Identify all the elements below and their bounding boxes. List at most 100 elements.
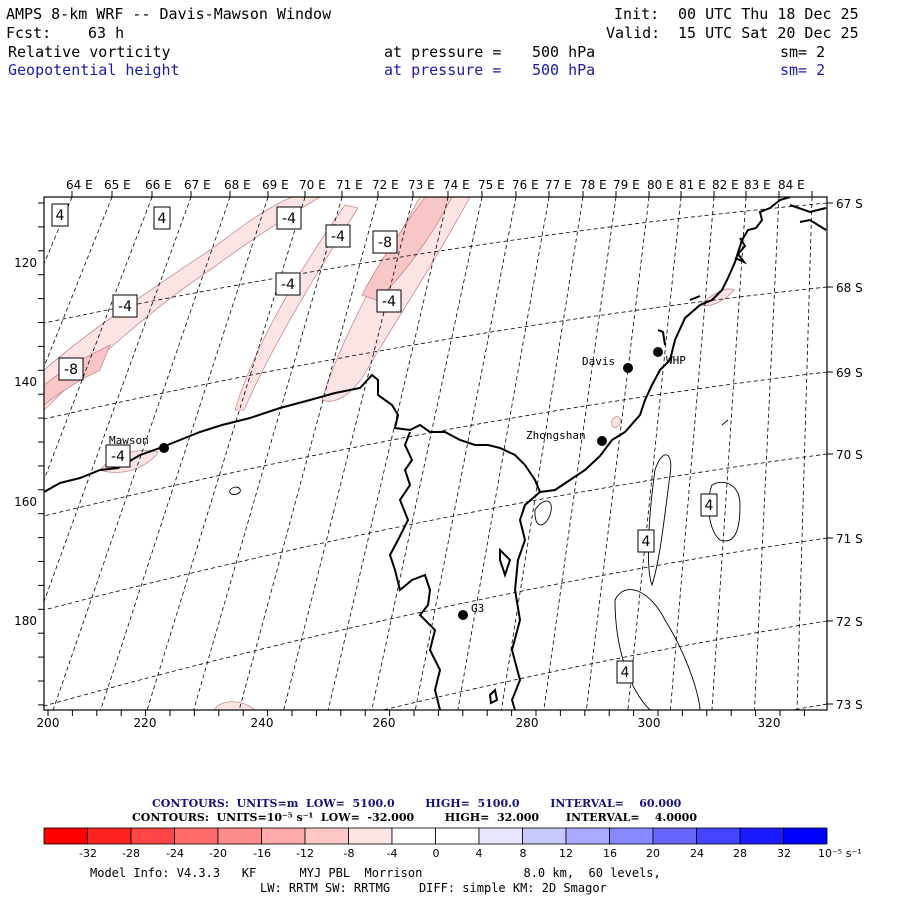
lon-label: 75 E (478, 178, 505, 192)
svg-text:Davis: Davis (582, 355, 615, 368)
lat-label: 68 S (836, 281, 863, 295)
parallel-line (44, 537, 827, 707)
left-axis-labels: 120 140 160 180 (14, 256, 37, 628)
contours-geopotential-info: CONTOURS: UNITS=m LOW= 5100.0 HIGH= 5100… (152, 797, 682, 810)
colorbar-cell (739, 827, 784, 845)
colorbar-cell (174, 827, 219, 845)
field2-smoothing: sm= 2 (780, 61, 826, 79)
station-whp: WHP (653, 347, 686, 367)
colorbar-cell (87, 827, 132, 845)
svg-text:4: 4 (621, 665, 630, 681)
meridian-line (457, 197, 550, 710)
svg-text:4: 4 (642, 534, 651, 550)
grid-y-label: 180 (14, 614, 37, 628)
colorbar-tick: 28 (733, 847, 747, 860)
contour-labels: 4 4 -4 -4 -8 -4 -4 -4 -8 -4 4 4 4 (51, 203, 718, 684)
top-axis-labels: 64 E 65 E 66 E 67 E 68 E 69 E 70 E 71 E … (66, 178, 805, 192)
colorbar-tick: -20 (209, 847, 227, 860)
colorbar-units: 10⁻⁵ s⁻¹ (818, 847, 862, 860)
meridian-line (327, 197, 449, 710)
contour-label-box: -4 (105, 444, 131, 468)
colorbar-cell (696, 827, 741, 845)
meridian-line (371, 197, 483, 710)
lat-label: 71 S (836, 532, 863, 546)
stations: Mawson Davis WHP Zhongshan G3 (109, 347, 686, 620)
lon-label: 68 E (224, 178, 251, 192)
svg-text:Mawson: Mawson (109, 434, 149, 447)
lon-label: 72 E (372, 178, 399, 192)
lat-label: 72 S (836, 615, 863, 629)
model-info-line2: LW: RRTM SW: RRTMG DIFF: simple KM: 2D S… (260, 881, 607, 895)
valid-value: 15 UTC Sat 20 Dec 25 (678, 24, 859, 42)
grid-x-label: 320 (758, 716, 781, 730)
colorbar-cell (391, 827, 436, 845)
field2-level-label: at pressure = (384, 61, 502, 79)
grid-y-label: 120 (14, 256, 37, 270)
colorbar-cell (217, 827, 262, 845)
lon-label: 69 E (262, 178, 289, 192)
grid-x-label: 280 (516, 716, 539, 730)
grid-y-label: 140 (14, 375, 37, 389)
lon-label: 70 E (299, 178, 326, 192)
meridian-line (627, 197, 682, 710)
meridian-line (543, 197, 617, 710)
contour-label-box: 4 (616, 660, 634, 684)
svg-text:-4: -4 (331, 229, 345, 245)
grid-x-label: 260 (373, 716, 396, 730)
meridian-line (670, 197, 715, 710)
colorbar-tick: -16 (253, 847, 271, 860)
lon-label: 67 E (184, 178, 211, 192)
svg-text:-4: -4 (118, 299, 132, 315)
colorbar-cell (609, 827, 654, 845)
lat-label: 73 S (836, 698, 863, 712)
bottom-axis-labels: 200 220 240 260 280 300 320 (37, 716, 781, 730)
svg-text:-4: -4 (111, 449, 125, 465)
meridian-line (146, 197, 306, 710)
parallel-line (44, 453, 827, 611)
valid-label: Valid: (606, 24, 661, 42)
lon-label: 77 E (545, 178, 572, 192)
svg-text:4: 4 (705, 498, 714, 514)
meridian-line (238, 197, 379, 710)
contours-vorticity-info: CONTOURS: UNITS=10⁻⁵ s⁻¹ LOW= -32.000 HI… (132, 811, 697, 824)
parallel-line (44, 202, 827, 324)
lon-label: 64 E (66, 178, 93, 192)
meridian-line (44, 197, 113, 368)
svg-text:-4: -4 (282, 211, 296, 227)
field2-level-value: 500 hPa (532, 61, 596, 79)
contour-label-box: -4 (112, 294, 138, 318)
meridian-line (796, 197, 813, 710)
parallel-line (44, 371, 827, 517)
colorbar-tick: 24 (690, 847, 704, 860)
meridian-line (500, 197, 584, 710)
lon-label: 73 E (408, 178, 435, 192)
colorbar-tick: 12 (559, 847, 573, 860)
colorbar-cell (565, 827, 610, 845)
fcst-label: Fcst: (6, 24, 52, 42)
colorbar-tick: -24 (166, 847, 184, 860)
lat-label: 67 S (836, 197, 863, 211)
lon-label: 80 E (647, 178, 674, 192)
colorbar-tick: 4 (476, 847, 483, 860)
svg-text:-4: -4 (382, 294, 396, 310)
grid-x-label: 240 (251, 716, 274, 730)
station-g3: G3 (458, 602, 484, 620)
contour-label-box: 4 (153, 206, 171, 230)
colorbar-cell (43, 827, 88, 845)
fcst-value: 63 h (88, 24, 125, 42)
lon-label: 81 E (679, 178, 706, 192)
colorbar-tick: -4 (387, 847, 398, 860)
svg-text:4: 4 (158, 211, 167, 227)
grid-x-label: 200 (37, 716, 60, 730)
colorbar-cell (130, 827, 175, 845)
lon-label: 76 E (512, 178, 539, 192)
meridian-line (414, 197, 517, 710)
colorbar-tick: -12 (296, 847, 314, 860)
colorbar-tick-labels: -32 -28 -24 -20 -16 -12 -8 -4 0 4 8 12 1… (79, 847, 862, 860)
svg-text:-8: -8 (64, 362, 78, 378)
lat-label: 69 S (836, 366, 863, 380)
grid-x-label: 220 (134, 716, 157, 730)
init-label: Init: (614, 5, 660, 23)
